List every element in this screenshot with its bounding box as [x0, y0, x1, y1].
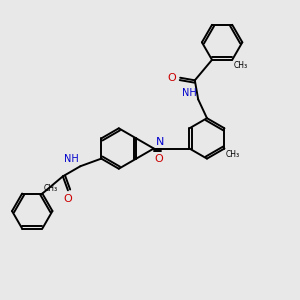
- Text: O: O: [154, 154, 163, 164]
- Text: CH₃: CH₃: [226, 150, 240, 159]
- Text: NH: NH: [182, 88, 197, 98]
- Text: CH₃: CH₃: [44, 184, 58, 193]
- Text: NH: NH: [64, 154, 79, 164]
- Text: CH₃: CH₃: [234, 61, 248, 70]
- Text: O: O: [64, 194, 72, 204]
- Text: O: O: [168, 73, 177, 83]
- Text: N: N: [156, 137, 164, 147]
